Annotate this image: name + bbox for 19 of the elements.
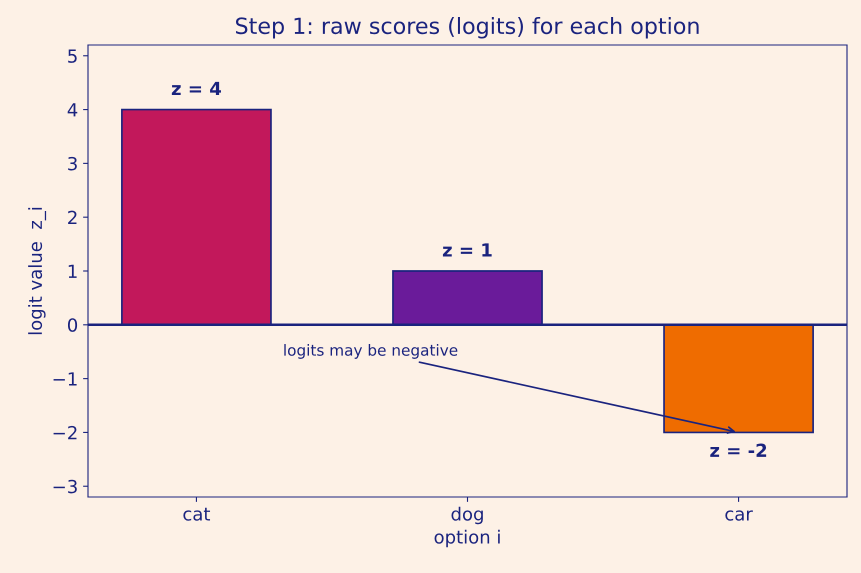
y-tick-label: −2 [54, 426, 76, 440]
y-tick-label: 4 [68, 103, 78, 116]
data-label: z = 4 [172, 82, 221, 96]
y-tick-label: 5 [68, 49, 77, 63]
chart-title: Step 1: raw scores (logits) for each option [236, 17, 699, 39]
data-label: z = 1 [442, 243, 492, 256]
x-axis-title: option i [434, 530, 500, 548]
x-tick-label: dog [452, 506, 483, 524]
x-tick-label: cat [183, 508, 210, 521]
y-tick-label: −3 [54, 480, 77, 494]
y-tick-label: −1 [54, 372, 77, 386]
data-label: z = -2 [710, 444, 766, 457]
y-tick-label: 1 [68, 264, 77, 278]
y-tick-label: 3 [68, 156, 77, 170]
x-tick-label: car [725, 510, 753, 521]
y-tick-label: 0 [68, 318, 78, 332]
y-axis-title: logit value z_i [28, 208, 46, 334]
y-tick-label: 2 [68, 210, 76, 224]
annotation: logits may be negative [284, 344, 458, 359]
